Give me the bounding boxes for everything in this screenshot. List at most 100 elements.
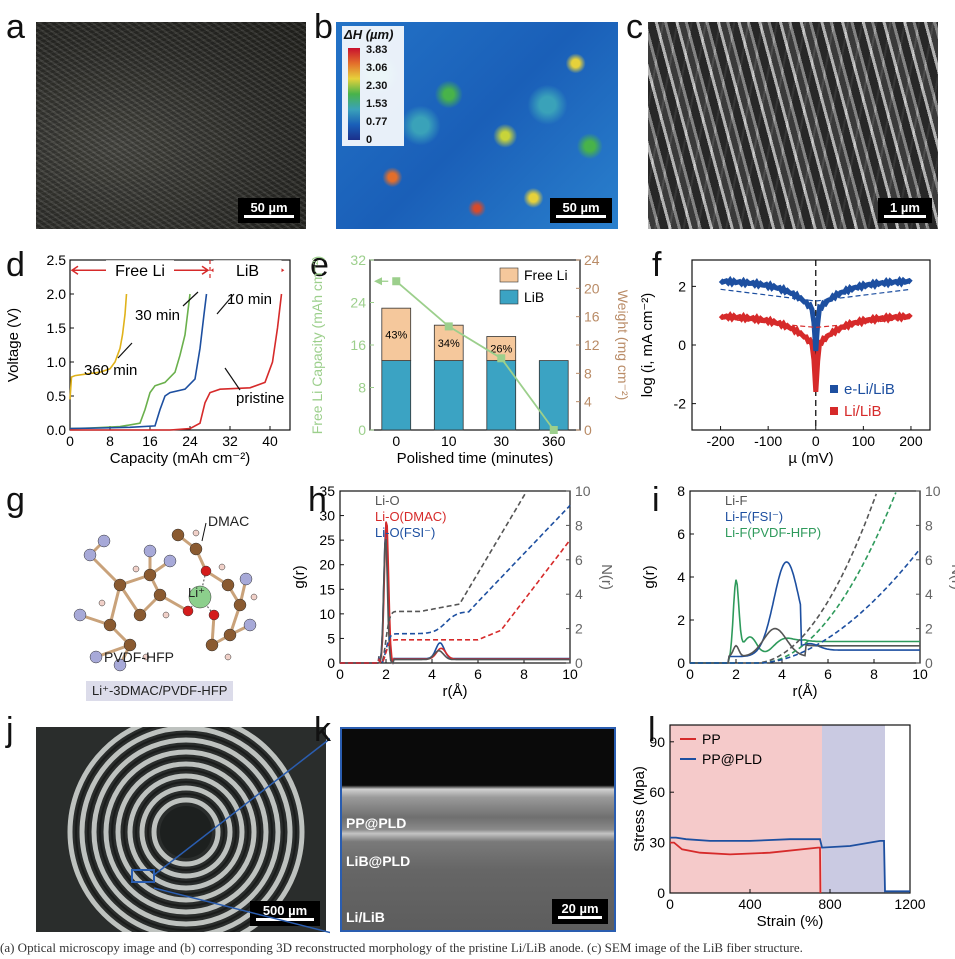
x-axis-label: r(Å) <box>443 683 468 700</box>
y-tick-label-right: 6 <box>925 552 933 568</box>
fluorine-atom <box>73 608 87 622</box>
y-tick-label-left: 0 <box>327 655 335 671</box>
sem-image: 1 µm <box>648 22 938 229</box>
x-tick-label: 40 <box>262 433 278 449</box>
hydrogen-atom <box>250 593 258 601</box>
y-tick-label-right: 8 <box>575 517 583 533</box>
panel-k: k PP@PLD LiB@PLD Li/LiB 20 µm <box>310 705 630 940</box>
series-line <box>69 293 191 430</box>
scale-bar: 50 µm <box>550 198 612 223</box>
legend-label: PP <box>702 731 721 747</box>
carbon-atom <box>103 618 117 632</box>
region-label-bg <box>106 260 174 281</box>
legend-marker <box>830 385 838 393</box>
panel-label: e <box>310 246 329 284</box>
plot-frame <box>669 724 911 894</box>
y-tick-label-right: 10 <box>925 483 941 499</box>
x-axis-label: Strain (%) <box>757 913 824 930</box>
fluorine-atom <box>143 544 157 558</box>
colorbar-tick-label: 1.53 <box>366 98 388 110</box>
panel-i: i 0 2 4 6 8 10 0 2 4 6 8 0 2 4 6 8 10 r(Å) g(r) N(r) Li-F Li-… <box>630 475 955 705</box>
y-tick-label-left: 4 <box>677 569 685 585</box>
y-tick-label-right: 2 <box>575 621 583 637</box>
carbon-atom <box>123 638 137 652</box>
coordination-number-line <box>690 493 878 664</box>
molecule-diagram <box>73 522 258 672</box>
y-tick-label-left: 32 <box>350 252 366 268</box>
y-tick-label: 2 <box>678 278 686 294</box>
carbon-atom <box>189 542 203 556</box>
bar <box>433 360 464 431</box>
colorbar-tick-label: 0.77 <box>366 116 388 128</box>
y-tick-label-right: 24 <box>584 252 600 268</box>
x-tick-label: 8 <box>870 666 878 682</box>
panel-label: f <box>652 246 662 284</box>
panel-label: h <box>308 481 327 519</box>
y-axis-label-right: N(r) <box>598 564 615 590</box>
coordination-number-line <box>340 539 571 665</box>
panel-label: i <box>652 481 660 519</box>
x-tick-label: 6 <box>824 666 832 682</box>
x-tick-label: 24 <box>182 433 198 449</box>
chart-f: -200 -100 0 100 200 -2 0 2 e-Li/LiB Li/LiB µ (mV) l… <box>639 259 931 467</box>
x-tick-label: 30 <box>493 433 509 449</box>
fluorine-atom <box>83 548 97 562</box>
panel-g: g DMAC Li⁺ PVDF-HFP Li⁺-3DMAC/PVDF-HFP <box>0 475 280 705</box>
series-line <box>70 293 283 431</box>
y-tick-label-left: 10 <box>319 606 335 622</box>
legend-swatch <box>499 289 519 305</box>
fluorine-atom <box>163 554 177 568</box>
y-tick-label-right: 4 <box>584 394 592 410</box>
rdf-line <box>340 539 570 665</box>
y-tick-label-right: 16 <box>584 309 600 325</box>
legend-marker <box>830 407 838 415</box>
legend-label: Li-O(FSI⁻) <box>375 525 435 540</box>
y-tick-label: 1.5 <box>47 320 67 336</box>
coordination-number-line <box>690 492 897 664</box>
colorbar-title: ΔH (µm) <box>344 27 394 42</box>
y-tick-label: 60 <box>649 784 665 800</box>
legend-swatch <box>499 267 519 283</box>
carbon-atom <box>171 528 185 542</box>
x-tick-label: 1200 <box>894 896 925 912</box>
molecule-label-pvdf: PVDF-HFP <box>104 649 174 665</box>
lithium-atom <box>188 585 212 609</box>
annotation-arrow <box>117 342 133 359</box>
region-arrow <box>201 265 210 275</box>
colorbar-tick-label: 3.83 <box>366 44 388 56</box>
coordination-number-line <box>340 504 571 665</box>
x-tick-label: 0 <box>812 433 820 449</box>
scale-bar-label: 50 µm <box>250 200 288 215</box>
layer-label-li: Li/LiB <box>346 909 385 925</box>
x-tick-label: 8 <box>520 666 528 682</box>
panel-a: a 50 µm <box>0 0 320 240</box>
bar <box>381 360 412 431</box>
y-tick-label-right: 0 <box>925 655 933 671</box>
legend-label: Li-F(FSI⁻) <box>725 509 783 524</box>
y-tick-label-left: 0 <box>358 422 366 438</box>
hydrogen-atom <box>98 599 106 607</box>
legend-label: Free Li <box>524 267 568 283</box>
hydrogen-atom <box>224 653 232 661</box>
molecule-label-dmac: DMAC <box>208 513 250 529</box>
y-axis-label-left: g(r) <box>291 565 308 588</box>
x-tick-label: 6 <box>474 666 482 682</box>
scale-bar-label: 50 µm <box>562 200 600 215</box>
series-line <box>718 275 913 352</box>
shaded-region <box>670 725 822 893</box>
y-tick-label: 0.5 <box>47 388 67 404</box>
molecule-label-li: Li⁺ <box>188 585 205 600</box>
colorbar-gradient <box>348 48 360 140</box>
colorbar-tick-label: 0 <box>366 134 373 146</box>
coordination-number-line <box>690 548 921 664</box>
y-tick-label-left: 30 <box>319 508 335 524</box>
y-tick-label-right: 0 <box>584 422 592 438</box>
panel-label: g <box>6 481 25 519</box>
hydrogen-atom <box>162 611 170 619</box>
hydrogen-atom <box>218 563 226 571</box>
y-tick-label-right: 10 <box>575 483 591 499</box>
chart-e: 0 8 16 24 32 0 4 8 12 16 20 24 0 43% 10 34% 30 26% 360Poli… <box>309 252 630 467</box>
carbon-atom <box>153 588 167 602</box>
